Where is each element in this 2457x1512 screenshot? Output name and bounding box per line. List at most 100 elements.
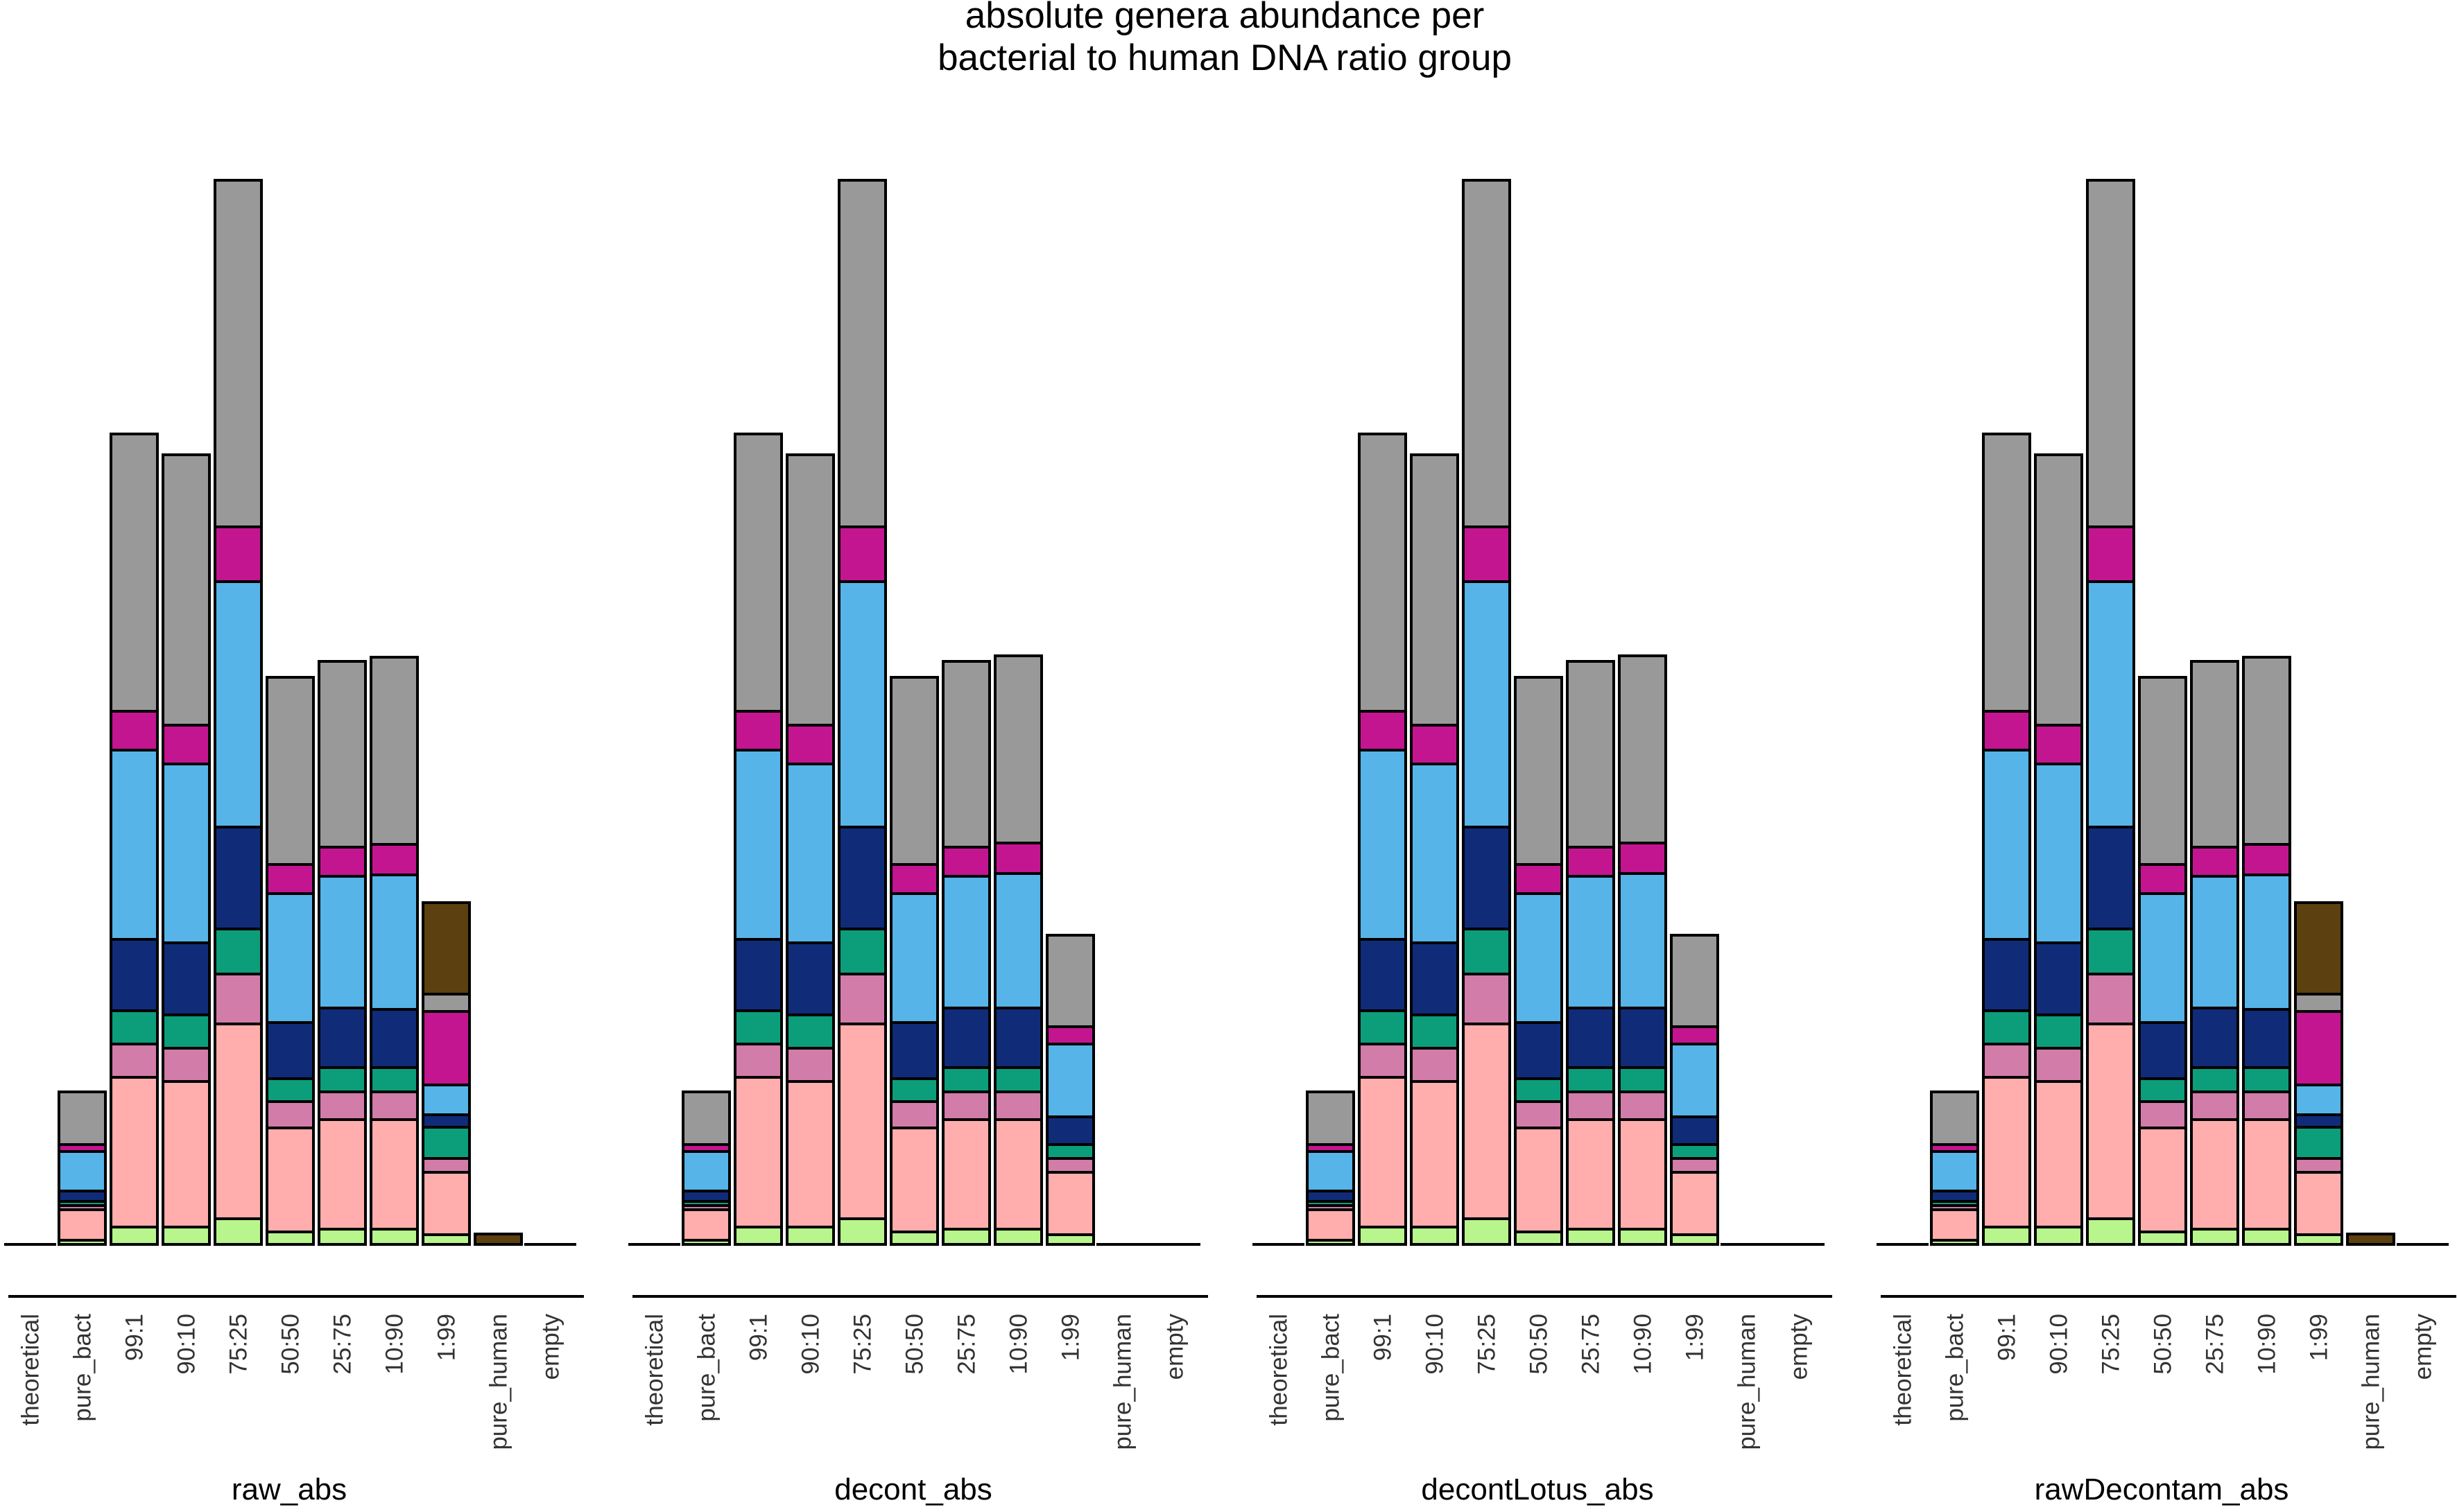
bar-segment-1:99-c9 bbox=[422, 901, 471, 996]
bar-segment-75:25-c8 bbox=[1462, 179, 1511, 528]
bar-segment-99:1-c7 bbox=[734, 710, 783, 751]
bar-segment-75:25-c3 bbox=[214, 973, 263, 1025]
bar-segment-99:1-c8 bbox=[1358, 433, 1407, 713]
bar-segment-10:90-c1 bbox=[370, 1228, 419, 1246]
bar-segment-75:25-c2 bbox=[1462, 1023, 1511, 1220]
bar-segment-25:75-c4 bbox=[942, 1066, 991, 1093]
panel-label: rawDecontam_abs bbox=[2035, 1472, 2289, 1506]
bar-segment-99:1-c6 bbox=[734, 749, 783, 941]
bar-segment-25:75-c2 bbox=[318, 1118, 367, 1231]
bar-segment-1:99-c4 bbox=[1670, 1143, 1719, 1160]
bar-segment-10:90-c5 bbox=[2242, 1008, 2291, 1069]
bar-segment-25:75-c3 bbox=[942, 1090, 991, 1121]
bar-segment-1:99-c1 bbox=[422, 1233, 471, 1246]
bar-segment-75:25-c1 bbox=[2086, 1217, 2135, 1246]
bar-segment-25:75-c2 bbox=[1566, 1118, 1615, 1231]
bar-segment-1:99-c6 bbox=[1046, 1043, 1095, 1118]
bar-segment-10:90-c4 bbox=[370, 1066, 419, 1093]
bar-segment-pure_bact-c8 bbox=[1930, 1090, 1979, 1146]
bar-segment-25:75-c8 bbox=[318, 660, 367, 849]
bar-segment-10:90-c8 bbox=[370, 656, 419, 846]
bar-segment-1:99-c7 bbox=[1046, 1025, 1095, 1045]
bar-segment-50:50-c8 bbox=[2138, 676, 2187, 866]
bar-segment-1:99-c5 bbox=[1046, 1115, 1095, 1146]
tick-label-25:75: 25:75 bbox=[329, 1314, 356, 1375]
bar-segment-50:50-c1 bbox=[2138, 1231, 2187, 1246]
bar-segment-pure_bact-c5 bbox=[682, 1190, 731, 1203]
panel-label: decont_abs bbox=[834, 1472, 992, 1506]
tick-label-pure_bact: pure_bact bbox=[69, 1314, 96, 1422]
bar-segment-50:50-c3 bbox=[890, 1100, 939, 1129]
bar-segment-50:50-c3 bbox=[2138, 1100, 2187, 1129]
bar-segment-75:25-c6 bbox=[214, 580, 263, 828]
tick-label-75:25: 75:25 bbox=[2098, 1314, 2125, 1375]
tick-label-50:50: 50:50 bbox=[1526, 1314, 1553, 1375]
bar-segment-pure_human-c9 bbox=[2346, 1233, 2395, 1246]
bar-segment-99:1-c1 bbox=[1982, 1226, 2031, 1246]
panel-3: theoretical pure_bact 99:1 90:10 75:25 50:50 2… bbox=[1877, 179, 2456, 1506]
bar-segment-25:75-c8 bbox=[1566, 660, 1615, 849]
chart-title-line-1: absolute genera abundance per bbox=[965, 0, 1485, 36]
bar-segment-90:10-c1 bbox=[786, 1226, 835, 1246]
bar-segment-pure_bact-c5 bbox=[1306, 1190, 1355, 1203]
tick-label-10:90: 10:90 bbox=[1006, 1314, 1033, 1375]
bar-segment-10:90-c4 bbox=[994, 1066, 1043, 1093]
bar-segment-50:50-c7 bbox=[2138, 863, 2187, 895]
bar-segment-1:99-c9 bbox=[2294, 901, 2343, 996]
bar-segment-90:10-c8 bbox=[162, 453, 211, 727]
bar-segment-1:99-c4 bbox=[2294, 1126, 2343, 1160]
bar-segment-50:50-c7 bbox=[1514, 863, 1563, 895]
bar-segment-pure_bact-c6 bbox=[1306, 1150, 1355, 1192]
tick-label-pure_bact: pure_bact bbox=[1942, 1314, 1969, 1422]
bar-segment-90:10-c5 bbox=[786, 941, 835, 1016]
bar-segment-75:25-c6 bbox=[2086, 580, 2135, 828]
bar-segment-1:99-c8 bbox=[2294, 993, 2343, 1013]
bar-segment-99:1-c2 bbox=[1982, 1076, 2031, 1228]
bar-segment-99:1-c8 bbox=[1982, 433, 2031, 713]
bar-segment-10:90-c6 bbox=[1618, 872, 1667, 1009]
bar-segment-10:90-c3 bbox=[1618, 1090, 1667, 1121]
bar-segment-10:90-c5 bbox=[370, 1008, 419, 1069]
bar-segment-99:1-c7 bbox=[1358, 710, 1407, 751]
bar-segment-10:90-c8 bbox=[1618, 654, 1667, 844]
bar-segment-25:75-c5 bbox=[1566, 1007, 1615, 1069]
tick-label-75:25: 75:25 bbox=[1474, 1314, 1501, 1375]
bar-segment-75:25-c5 bbox=[1462, 826, 1511, 930]
bar-segment-90:10-c2 bbox=[2034, 1080, 2083, 1228]
bar-segment-50:50-c8 bbox=[890, 676, 939, 866]
tick-label-1:99: 1:99 bbox=[2306, 1314, 2333, 1361]
bar-segment-75:25-c7 bbox=[838, 525, 887, 583]
tick-label-empty: empty bbox=[537, 1314, 564, 1380]
bar-segment-50:50-c6 bbox=[890, 892, 939, 1024]
bar-segment-50:50-c5 bbox=[890, 1021, 939, 1080]
bar-segment-99:1-c3 bbox=[110, 1043, 159, 1079]
bar-segment-1:99-c3 bbox=[1670, 1157, 1719, 1174]
bar-segment-25:75-c1 bbox=[942, 1228, 991, 1246]
bar-segment-75:25-c3 bbox=[2086, 973, 2135, 1025]
bar-segment-75:25-c4 bbox=[838, 928, 887, 975]
bar-segment-90:10-c6 bbox=[2034, 763, 2083, 944]
bar-segment-90:10-c6 bbox=[1410, 763, 1459, 944]
bar-segment-99:1-c5 bbox=[110, 938, 159, 1012]
bar-segment-25:75-c5 bbox=[318, 1007, 367, 1069]
bar-segment-90:10-c5 bbox=[2034, 941, 2083, 1016]
bar-segment-pure_bact-c8 bbox=[682, 1090, 731, 1146]
bar-segment-90:10-c2 bbox=[1410, 1080, 1459, 1228]
bar-segment-1:99-c1 bbox=[1046, 1233, 1095, 1246]
bar-segment-50:50-c6 bbox=[266, 892, 315, 1024]
bar-segment-25:75-c2 bbox=[2190, 1118, 2239, 1231]
bar-segment-50:50-c1 bbox=[266, 1231, 315, 1246]
panel-0: theoretical pure_bact 99:1 90:10 75:25 50:50 2… bbox=[4, 179, 584, 1506]
bar-segment-25:75-c7 bbox=[2190, 846, 2239, 878]
bar-segment-99:1-c2 bbox=[110, 1076, 159, 1228]
bar-segment-50:50-c6 bbox=[1514, 892, 1563, 1024]
panel-2: theoretical pure_bact 99:1 90:10 75:25 50:50 2… bbox=[1252, 179, 1832, 1506]
bar-segment-1:99-c8 bbox=[1046, 934, 1095, 1028]
tick-label-pure_human: pure_human bbox=[1110, 1314, 1137, 1450]
bar-segment-25:75-c3 bbox=[1566, 1090, 1615, 1121]
bar-segment-75:25-c4 bbox=[214, 928, 263, 975]
bar-segment-90:10-c8 bbox=[786, 453, 835, 727]
bar-segment-50:50-c3 bbox=[266, 1100, 315, 1129]
bar-segment-25:75-c6 bbox=[2190, 875, 2239, 1009]
